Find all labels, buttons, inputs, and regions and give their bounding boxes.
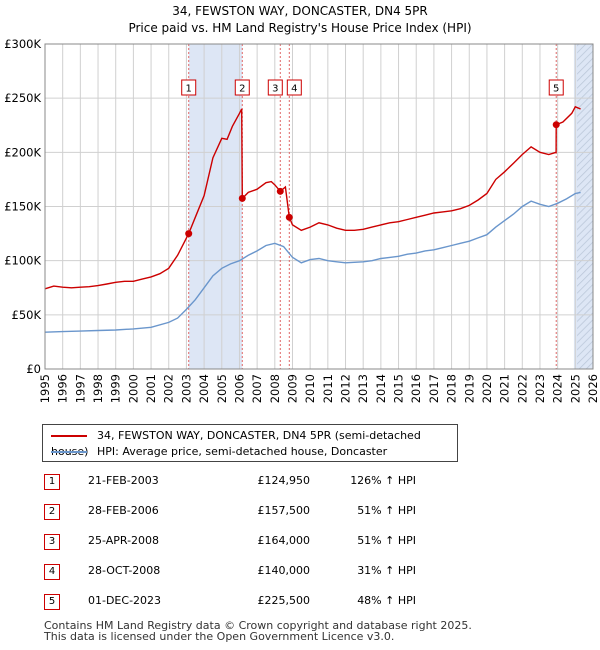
sale-label-box xyxy=(181,79,197,96)
sale-label-box xyxy=(286,79,302,96)
x-tick-label: 1996 xyxy=(56,374,70,403)
sale-price: £157,500 xyxy=(257,504,311,517)
sale-hpi-change: 51% ↑ HPI xyxy=(357,504,416,517)
sale-point xyxy=(185,230,193,238)
y-tick-label: £250K xyxy=(4,91,41,105)
x-tick-label: 2005 xyxy=(215,374,229,403)
sale-price: £164,000 xyxy=(257,534,311,547)
x-tick-label: 2000 xyxy=(126,374,140,403)
legend-item-hpi: HPI: Average price, semi-detached house,… xyxy=(51,444,387,460)
property-price-line xyxy=(44,105,581,290)
x-tick-label: 2019 xyxy=(462,374,476,403)
x-tick-label: 2020 xyxy=(480,374,494,403)
x-tick-label: 2010 xyxy=(303,374,317,403)
sale-date: 21-FEB-2003 xyxy=(88,474,159,487)
x-tick-label: 2001 xyxy=(144,374,158,403)
x-tick-label: 2011 xyxy=(321,374,335,403)
x-tick-label: 2017 xyxy=(427,374,441,403)
x-tick-label: 2022 xyxy=(515,374,529,403)
sale-label-box xyxy=(548,79,564,96)
sale-point xyxy=(238,194,246,202)
sale-hpi-change: 51% ↑ HPI xyxy=(357,534,416,547)
sale-number-badge: 2 xyxy=(44,504,60,520)
chart-legend: 34, FEWSTON WAY, DONCASTER, DN4 5PR (sem… xyxy=(42,424,458,462)
y-tick-label: £50K xyxy=(12,308,42,322)
x-tick-label: 2008 xyxy=(268,374,282,403)
x-tick-label: 2021 xyxy=(498,374,512,403)
sale-price: £225,500 xyxy=(257,594,311,607)
chart-title-block: 34, FEWSTON WAY, DONCASTER, DN4 5PR Pric… xyxy=(0,3,600,37)
sale-label-text: 3 xyxy=(272,84,278,95)
sale-number-badge: 1 xyxy=(44,474,60,490)
x-tick-label: 1998 xyxy=(91,374,105,403)
y-tick-label: £200K xyxy=(4,145,41,159)
sale-row: 2 28-FEB-2006 £157,500 51% ↑ HPI xyxy=(44,502,464,526)
x-tick-label: 2016 xyxy=(409,374,423,403)
sale-label-text: 4 xyxy=(291,84,297,95)
x-tick-label: 2013 xyxy=(356,374,370,403)
sale-date: 28-FEB-2006 xyxy=(88,504,159,517)
sale-row: 1 21-FEB-2003 £124,950 126% ↑ HPI xyxy=(44,472,464,496)
sale-hpi-change: 126% ↑ HPI xyxy=(350,474,416,487)
hpi-line xyxy=(44,191,581,333)
sale-row: 5 01-DEC-2023 £225,500 48% ↑ HPI xyxy=(44,592,464,616)
x-tick-label: 2024 xyxy=(551,374,565,403)
legend-swatch-property xyxy=(51,435,87,437)
legend-swatch-hpi xyxy=(51,451,87,453)
sale-label-box xyxy=(267,79,283,96)
y-tick-label: £0 xyxy=(26,362,41,376)
x-tick-label: 2009 xyxy=(285,374,299,403)
x-tick-label: 2018 xyxy=(445,374,459,403)
sale-label-text: 1 xyxy=(186,84,192,95)
y-tick-label: £100K xyxy=(4,254,41,268)
x-tick-label: 2014 xyxy=(374,374,388,403)
x-tick-label: 1999 xyxy=(109,374,123,403)
x-tick-label: 2004 xyxy=(197,374,211,403)
sale-number-badge: 3 xyxy=(44,534,60,550)
legend-label-hpi: HPI: Average price, semi-detached house,… xyxy=(97,445,388,458)
sale-number-badge: 5 xyxy=(44,594,60,610)
x-tick-label: 2026 xyxy=(586,374,600,403)
price-chart: 1 2 3 4 5 £0 £50K £100K £150K £200K £250K £300K 199… xyxy=(4,37,600,403)
sale-label-text: 2 xyxy=(239,84,245,95)
x-tick-label: 2006 xyxy=(232,374,246,403)
sale-price: £140,000 xyxy=(257,564,311,577)
sale-point xyxy=(276,187,284,195)
x-tick-label: 2025 xyxy=(568,374,582,403)
sale-label-box xyxy=(234,79,250,96)
sale-date: 01-DEC-2023 xyxy=(88,594,162,607)
plot-frame xyxy=(44,43,594,370)
sale-hpi-change: 31% ↑ HPI xyxy=(357,564,416,577)
x-tick-label: 2015 xyxy=(392,374,406,403)
x-tick-label: 1995 xyxy=(38,374,52,403)
footer-copyright: Contains HM Land Registry data © Crown c… xyxy=(44,619,472,632)
x-tick-label: 2012 xyxy=(339,374,353,403)
y-tick-label: £150K xyxy=(4,200,41,214)
legend-item-property: 34, FEWSTON WAY, DONCASTER, DN4 5PR (sem… xyxy=(51,428,457,458)
x-tick-label: 1997 xyxy=(73,374,87,403)
sale-price: £124,950 xyxy=(257,474,311,487)
sale-point xyxy=(552,121,560,129)
chart-title: 34, FEWSTON WAY, DONCASTER, DN4 5PR xyxy=(172,4,428,18)
sale-label-text: 5 xyxy=(553,84,559,95)
footer-attribution: Contains HM Land Registry data © Crown c… xyxy=(44,620,472,642)
x-tick-label: 2007 xyxy=(250,374,264,403)
sale-date: 25-APR-2008 xyxy=(88,534,160,547)
x-tick-label: 2023 xyxy=(533,374,547,403)
sale-date: 28-OCT-2008 xyxy=(88,564,161,577)
sale-row: 3 25-APR-2008 £164,000 51% ↑ HPI xyxy=(44,532,464,556)
chart-subtitle: Price paid vs. HM Land Registry's House … xyxy=(128,21,472,35)
x-tick-label: 2003 xyxy=(179,374,193,403)
y-tick-label: £300K xyxy=(4,37,41,51)
x-tick-label: 2002 xyxy=(162,374,176,403)
sale-number-badge: 4 xyxy=(44,564,60,580)
footer-licence: This data is licensed under the Open Gov… xyxy=(44,630,395,643)
sale-hpi-change: 48% ↑ HPI xyxy=(357,594,416,607)
sales-table: 1 21-FEB-2003 £124,950 126% ↑ HPI 2 28-F… xyxy=(44,472,464,622)
sale-row: 4 28-OCT-2008 £140,000 31% ↑ HPI xyxy=(44,562,464,586)
sale-point xyxy=(285,213,293,221)
